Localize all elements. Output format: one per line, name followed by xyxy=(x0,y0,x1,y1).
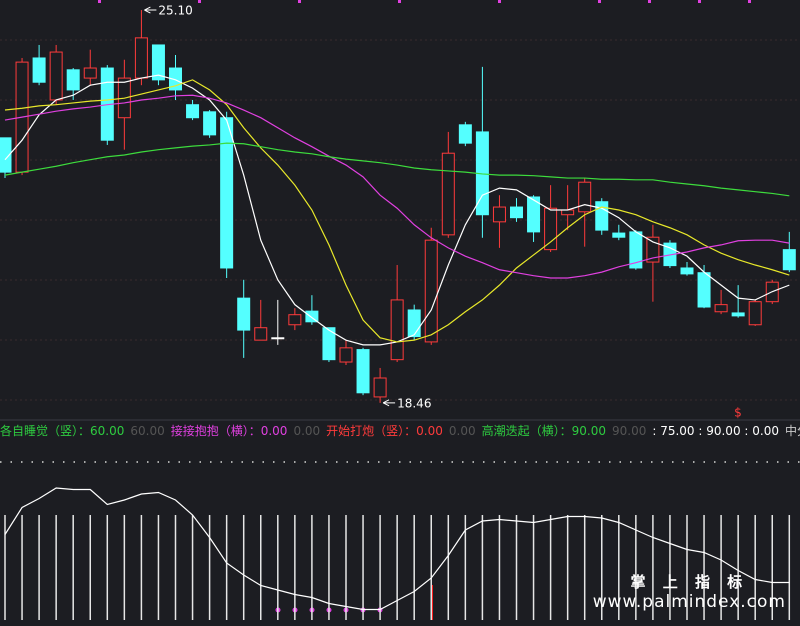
dot xyxy=(198,0,201,3)
candle-body xyxy=(595,201,609,231)
annotation-arrow xyxy=(144,6,157,14)
dot xyxy=(298,0,301,3)
candle-body xyxy=(271,337,285,340)
candle-body xyxy=(356,349,370,394)
legend-entry: 接接抱抱（横）：0.00 xyxy=(170,424,288,438)
candle-body xyxy=(254,327,268,341)
candle-body xyxy=(510,206,523,219)
candle-body xyxy=(151,44,165,81)
dot xyxy=(698,0,701,3)
legend-entry: 0.00 xyxy=(293,424,321,438)
line xyxy=(4,142,790,197)
watermark-url: www.palmindex.com xyxy=(592,592,786,612)
candle-body xyxy=(441,152,455,236)
candle-body xyxy=(49,51,63,101)
line xyxy=(4,79,790,343)
legend-entry: 0.00 xyxy=(448,424,476,438)
legend-entry: 各自睡觉（竖）：60.00 xyxy=(0,424,125,438)
dot xyxy=(648,0,651,3)
line xyxy=(4,94,790,279)
candle-body xyxy=(203,111,217,136)
signal-mark: $ xyxy=(734,406,742,420)
candle-body xyxy=(237,297,251,331)
candle-body xyxy=(458,124,472,144)
candle-body xyxy=(288,314,302,326)
indicator-legend: 各自睡觉（竖）：60.00 60.00 接接抱抱（横）：0.00 0.00 开始打炮（竖… xyxy=(0,423,800,439)
top-dots xyxy=(98,0,751,3)
dot xyxy=(748,0,751,3)
candle-body xyxy=(731,312,745,317)
candle-body xyxy=(527,196,541,233)
dot xyxy=(398,0,401,3)
candle-body xyxy=(407,309,421,338)
watermark: 掌 上 指 标 www.palmindex.com xyxy=(593,571,786,612)
candle-body xyxy=(492,206,506,223)
annotation-label: 18.46 xyxy=(397,396,431,410)
candle-body xyxy=(220,117,234,269)
legend-entry: 中分线 xyxy=(784,424,800,438)
dot xyxy=(98,0,101,3)
candle-body xyxy=(782,249,796,271)
candle-body xyxy=(612,232,626,238)
candle-body xyxy=(561,209,575,216)
candle-body xyxy=(748,301,762,326)
legend-entry: : 75.00 : 90.00 : 0.00 xyxy=(652,424,779,438)
candle-body xyxy=(544,207,558,251)
candle-body xyxy=(714,304,728,313)
candle-body xyxy=(83,67,97,79)
line xyxy=(4,487,790,611)
legend-entry: 开始打炮（竖）：0.00 xyxy=(326,424,443,438)
candle-body xyxy=(186,104,200,119)
annotation-label: 25.10 xyxy=(158,4,192,18)
annotation-arrow xyxy=(382,399,396,407)
dot xyxy=(498,0,501,3)
legend-entry: 90.00 xyxy=(611,424,647,438)
candle-body xyxy=(0,137,12,173)
dot xyxy=(598,0,601,3)
candle-body xyxy=(373,377,387,398)
watermark-title: 掌 上 指 标 xyxy=(630,573,749,591)
legend-entry: 60.00 xyxy=(130,424,165,438)
candle-body xyxy=(697,272,711,308)
candle-body xyxy=(66,69,80,91)
candle-body xyxy=(32,57,46,83)
candle-body xyxy=(134,37,148,79)
candle-body xyxy=(322,327,336,361)
candle-body xyxy=(305,310,319,323)
candle-body xyxy=(339,347,353,363)
candle-body xyxy=(424,239,438,343)
legend-entry: 高潮迭起（横）：90.00 xyxy=(481,424,606,438)
candle-body xyxy=(680,267,694,275)
candle-body xyxy=(578,181,592,213)
candle-body xyxy=(390,299,404,361)
